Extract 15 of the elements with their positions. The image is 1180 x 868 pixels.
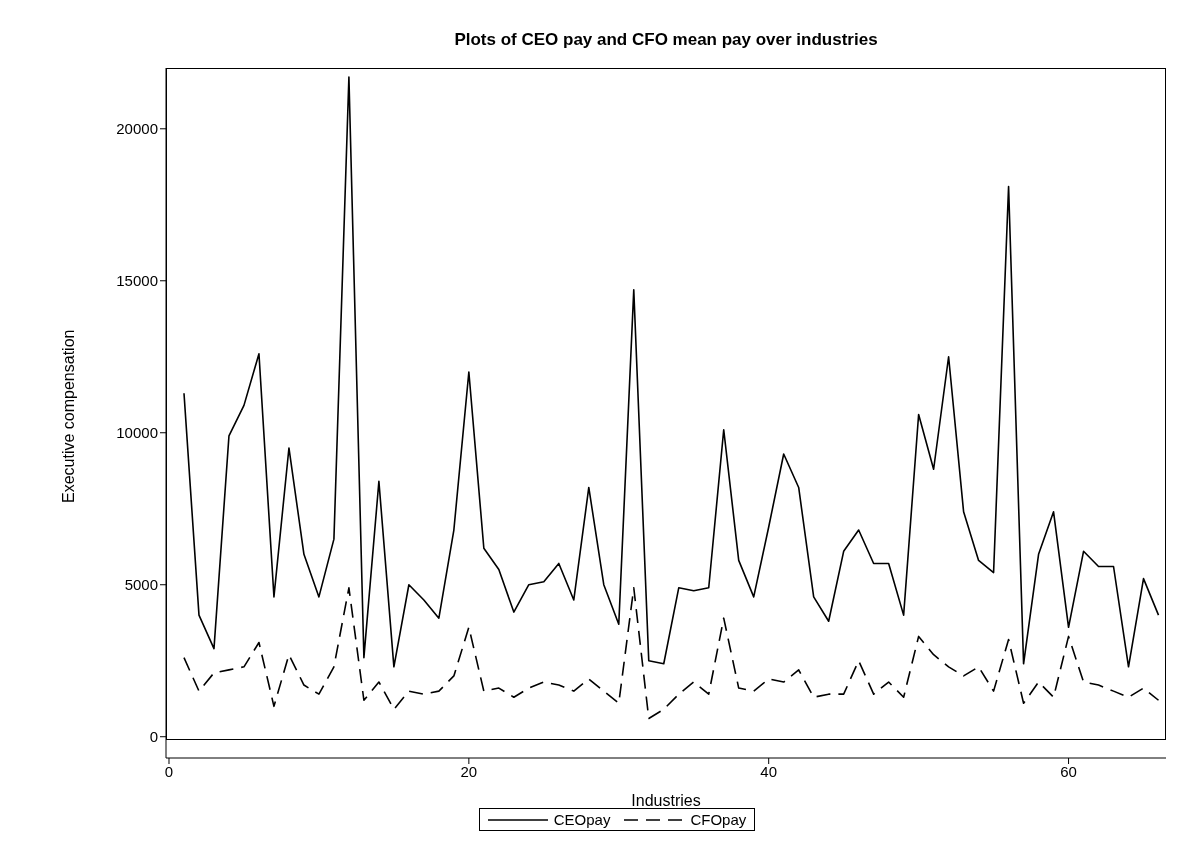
x-tick-label: 60	[1060, 762, 1077, 780]
y-tick-label: 15000	[116, 272, 158, 290]
line-series	[183, 586, 1160, 720]
x-tick-label: 0	[164, 762, 174, 780]
legend-label: CFOpay	[690, 811, 747, 828]
chart-title: Plots of CEO pay and CFO mean pay over industries	[453, 30, 879, 50]
x-tick-label: 20	[460, 762, 478, 780]
x-axis-title: Industries	[631, 792, 701, 809]
y-tick-label: 20000	[116, 120, 158, 138]
x-tick-label: 40	[760, 762, 778, 780]
y-tick-label: 10000	[116, 424, 158, 442]
legend-label: CEOpay	[553, 811, 611, 828]
y-tick-label: 0	[149, 728, 158, 746]
y-axis-title: Executive compensation	[59, 329, 77, 503]
y-tick-label: 5000	[124, 576, 158, 594]
